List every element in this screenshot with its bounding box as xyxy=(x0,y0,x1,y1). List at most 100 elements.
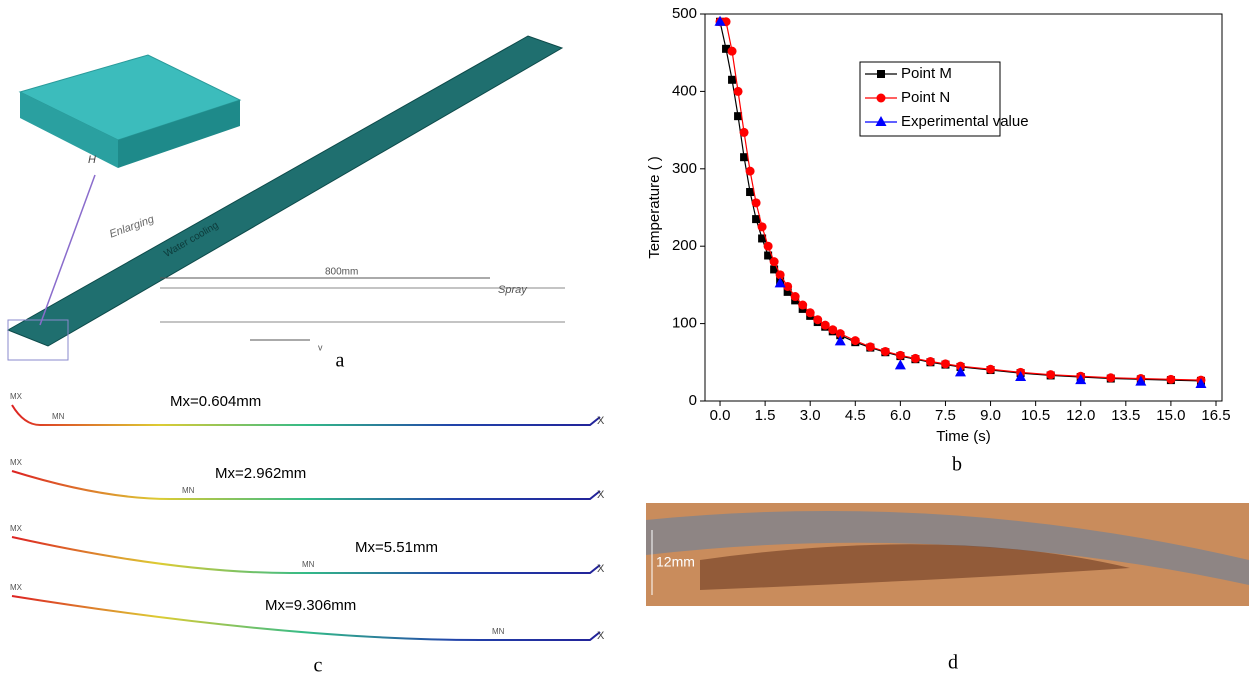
marker xyxy=(805,308,815,318)
legend-label: Experimental value xyxy=(901,113,1029,130)
max-label: MX xyxy=(10,524,23,533)
panel-a: Enlarging H 800mm Spray v Water cooling … xyxy=(6,35,565,372)
shadow xyxy=(700,544,1130,590)
marker xyxy=(894,359,906,370)
marker xyxy=(875,116,887,126)
marker xyxy=(1166,374,1176,384)
marker xyxy=(877,70,885,78)
marker xyxy=(758,234,767,243)
x-axis-title: Time (s) xyxy=(936,428,990,445)
marker xyxy=(774,277,786,288)
marker xyxy=(895,350,905,360)
legend-label: Point M xyxy=(901,65,952,82)
marker xyxy=(763,241,773,251)
h-label: H xyxy=(88,154,96,166)
y-tick-label: 300 xyxy=(672,160,697,177)
axis-label: X xyxy=(597,630,605,642)
caption: c xyxy=(314,655,323,676)
marker xyxy=(775,270,785,280)
marker xyxy=(769,257,779,267)
legend-label: Point N xyxy=(901,89,950,106)
marker xyxy=(986,364,996,374)
beam-end-box xyxy=(7,319,69,361)
marker xyxy=(757,222,767,232)
x-tick-label: 10.5 xyxy=(1021,407,1050,424)
x-tick-label: 7.5 xyxy=(935,407,956,424)
axis-label: X xyxy=(597,563,605,575)
min-label: MN xyxy=(492,627,505,636)
panel-d: 12mm d xyxy=(646,503,1249,674)
plot-frame xyxy=(704,13,1223,402)
bent-plate xyxy=(646,511,1249,585)
marker xyxy=(1106,373,1116,383)
x-tick-label: 12.0 xyxy=(1066,407,1095,424)
deflection-curve xyxy=(11,536,601,574)
marker xyxy=(733,86,743,96)
min-label: MN xyxy=(302,560,315,569)
x-tick-label: 1.5 xyxy=(755,407,776,424)
max-label: MX xyxy=(10,392,23,401)
x-tick-label: 15.0 xyxy=(1156,407,1185,424)
marker xyxy=(770,265,779,274)
marker xyxy=(745,166,755,176)
y-tick-label: 100 xyxy=(672,315,697,332)
y-tick-label: 200 xyxy=(672,237,697,254)
marker xyxy=(739,127,749,137)
marker xyxy=(722,44,731,53)
marker xyxy=(727,46,737,56)
min-label: MN xyxy=(52,412,65,421)
marker xyxy=(752,215,761,224)
panel-c: c MX MN X Mx=0.604mm MX MN X Mx=2.962mm MX MN X Mx=… xyxy=(10,392,605,676)
deflection-curve xyxy=(11,470,601,500)
marker xyxy=(865,342,875,352)
caption: b xyxy=(952,454,962,476)
marker xyxy=(1195,377,1207,388)
marker xyxy=(746,188,755,197)
marker xyxy=(850,336,860,346)
marker xyxy=(955,361,965,371)
deflection-value: Mx=0.604mm xyxy=(170,393,261,410)
marker xyxy=(751,198,761,208)
marker xyxy=(734,112,743,121)
x-tick-label: 0.0 xyxy=(710,407,731,424)
marker xyxy=(880,346,890,356)
marker xyxy=(728,75,737,84)
deflection-value: Mx=5.51mm xyxy=(355,539,438,556)
enlarging-label: Enlarging xyxy=(108,213,157,240)
deflection-curve xyxy=(11,595,601,641)
min-label: MN xyxy=(182,486,195,495)
marker xyxy=(954,366,966,377)
marker xyxy=(1075,374,1087,385)
y-tick-label: 400 xyxy=(672,82,697,99)
marker xyxy=(910,353,920,363)
marker xyxy=(783,281,793,291)
velocity-label: v xyxy=(318,342,323,352)
caption: d xyxy=(948,652,958,674)
marker xyxy=(798,300,808,310)
deflection-curve xyxy=(11,404,601,426)
x-tick-label: 4.5 xyxy=(845,407,866,424)
marker xyxy=(876,93,886,103)
marker xyxy=(820,320,830,330)
enlarged-front xyxy=(118,100,240,168)
axis-label: X xyxy=(597,489,605,501)
marker xyxy=(783,287,792,296)
enlarge-arrow xyxy=(39,174,96,326)
enlarged-side xyxy=(20,92,118,168)
marker xyxy=(940,359,950,369)
y-axis-title: Temperature ( ) xyxy=(646,156,663,259)
length-label: 800mm xyxy=(325,267,358,278)
y-tick-label: 0 xyxy=(689,392,697,409)
marker xyxy=(828,325,838,335)
thickness-label: 12mm xyxy=(656,554,695,570)
marker xyxy=(790,292,800,302)
axis-label: X xyxy=(597,415,605,427)
marker xyxy=(835,329,845,339)
x-tick-label: 13.5 xyxy=(1111,407,1140,424)
x-tick-label: 16.5 xyxy=(1201,407,1230,424)
panel-b: 0.0 1.5 3.0 4.5 6.0 7.5 9.0 10.5 12.0 13.5 15.0 16.… xyxy=(646,5,1231,476)
marker xyxy=(813,315,823,325)
caption: a xyxy=(336,350,345,372)
